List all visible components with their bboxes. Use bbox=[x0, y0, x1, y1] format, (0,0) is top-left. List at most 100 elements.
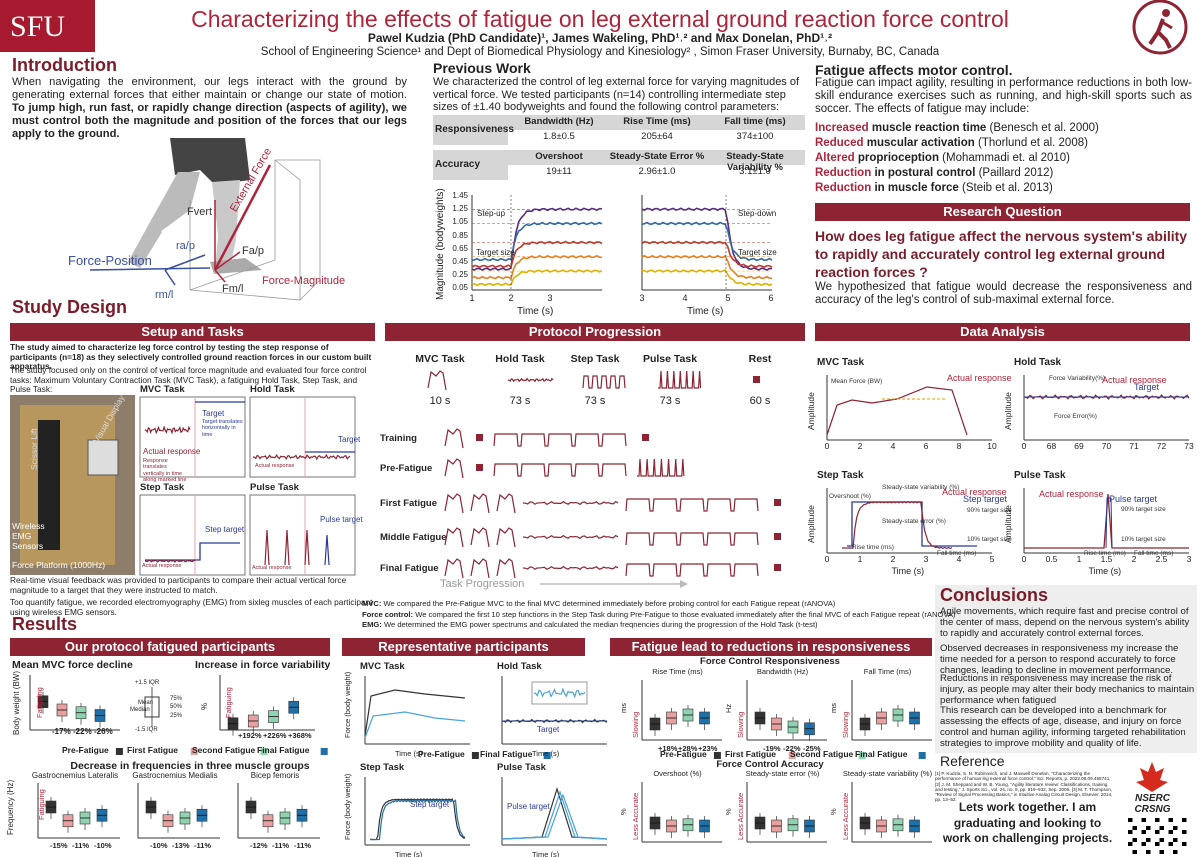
task-duration: 73 s bbox=[659, 395, 681, 407]
muscle-name: Gastrocnemius Lateralis bbox=[31, 771, 119, 780]
table-row-label-bg bbox=[433, 150, 508, 180]
section-heading: Study Design bbox=[12, 297, 128, 317]
photo-frame bbox=[20, 405, 115, 565]
figure-label: Force-Magnitude bbox=[262, 275, 346, 287]
curve bbox=[470, 493, 490, 514]
panel-label: Pulse target bbox=[320, 515, 363, 524]
qr-cell bbox=[1128, 818, 1133, 822]
figure-label: ra/p bbox=[176, 240, 195, 252]
annotation: Fall time (ms) bbox=[937, 550, 977, 557]
photo-display bbox=[87, 439, 119, 476]
curve bbox=[369, 798, 466, 841]
rest-marker bbox=[774, 499, 781, 506]
curve bbox=[470, 558, 490, 579]
table-header: Bandwidth (Hz) bbox=[524, 116, 594, 127]
poster-title: Characterizing the effects of fatigue on… bbox=[191, 6, 1009, 32]
curve bbox=[364, 689, 466, 737]
y-tick-label: 0.25 bbox=[452, 270, 468, 280]
research-question: How does leg fatigue affect the nervous … bbox=[815, 228, 1188, 281]
curve bbox=[144, 425, 191, 435]
annotation: Actual response bbox=[942, 487, 1007, 497]
curve bbox=[641, 269, 773, 287]
x-tick-label: 0 bbox=[1021, 554, 1027, 564]
panel-label: Actual response bbox=[143, 447, 201, 456]
x-tick-label: 70 bbox=[1101, 441, 1112, 451]
conclusion-paragraph: This research can be developed into a be… bbox=[940, 705, 1186, 750]
arrow-head bbox=[680, 580, 688, 588]
y-axis-label: Hz bbox=[724, 703, 733, 713]
x-tick-label: 72 bbox=[1156, 441, 1167, 451]
curve bbox=[471, 221, 603, 262]
x-tick-label: 1 bbox=[469, 293, 475, 303]
panel-label: Actual response bbox=[255, 463, 295, 469]
legend-swatch bbox=[858, 752, 866, 759]
curve bbox=[427, 370, 447, 391]
qr-cell bbox=[1128, 830, 1133, 834]
iqr-label: Median bbox=[130, 707, 150, 713]
legend-label: Final Fatigue bbox=[480, 749, 533, 759]
chart-title: Step Task bbox=[360, 762, 405, 773]
qr-cell bbox=[1173, 826, 1178, 830]
x-tick-label: 2 bbox=[1131, 554, 1137, 564]
curve bbox=[369, 799, 466, 841]
x-tick-label: 2 bbox=[508, 293, 514, 303]
legend-label: Pre-Fatigue bbox=[62, 745, 109, 755]
annotation: Target bbox=[1134, 382, 1160, 392]
x-axis-label: Time (s) bbox=[532, 749, 560, 758]
y-tick-label: 0.05 bbox=[452, 283, 468, 293]
table-cell: 374±100 bbox=[736, 131, 774, 142]
protocol-note: MVC: We compared the Pre-Fatigue MVC to … bbox=[362, 599, 937, 609]
fatigue-effect: Increased muscle reaction time (Benesch … bbox=[815, 122, 1190, 135]
task-name: Hold Task bbox=[495, 353, 545, 365]
curve bbox=[470, 527, 490, 548]
effect-factor: muscular activation bbox=[866, 137, 975, 149]
section-banner: Setup and Tasks bbox=[10, 323, 375, 341]
qr-cell bbox=[1155, 830, 1160, 834]
setup-aim: The study aimed to characterize leg forc… bbox=[10, 342, 372, 372]
change-label: -11% bbox=[194, 841, 212, 850]
change-label: +192% bbox=[238, 731, 262, 740]
chart-title: Force Control Responsiveness bbox=[700, 656, 840, 667]
legend-swatch bbox=[918, 752, 926, 759]
note-label: Force control: bbox=[362, 609, 414, 619]
y-axis-label: Body weight (BW) bbox=[12, 670, 21, 735]
x-tick-label: 71 bbox=[1129, 441, 1139, 451]
muscle-name: Gastrocnemius Medialis bbox=[132, 771, 218, 780]
table-cell: 2.96±1.0 bbox=[638, 166, 676, 177]
logo-head bbox=[1162, 9, 1170, 17]
qr-cell bbox=[1128, 842, 1133, 846]
section-heading: Previous Work bbox=[433, 60, 531, 76]
previous-text: We characterized the control of leg exte… bbox=[433, 76, 800, 114]
annotation: Rise time (ms) bbox=[852, 544, 894, 551]
task-name: Step Task bbox=[570, 353, 620, 365]
qr-cell bbox=[1182, 818, 1187, 822]
x-tick-label: 4 bbox=[682, 293, 688, 303]
figure-label: Force-Position bbox=[68, 253, 152, 268]
x-axis-label: Time (s) bbox=[395, 749, 423, 758]
section-banner: Our protocol fatigued participants bbox=[10, 638, 330, 656]
arrow-label: Slowing bbox=[841, 711, 850, 738]
note-text: We compared the first 10 step functions … bbox=[415, 609, 956, 619]
x-axis-label: Time (s) bbox=[1088, 566, 1122, 576]
panel-title: Pulse Task bbox=[1014, 470, 1066, 481]
task-duration: 73 s bbox=[584, 395, 606, 407]
section-banner: Representative participants bbox=[342, 638, 585, 656]
curve bbox=[637, 458, 685, 477]
photo-person bbox=[38, 420, 60, 550]
x-tick-label: 73 bbox=[1184, 441, 1194, 451]
x-tick-label: 0 bbox=[1021, 441, 1027, 451]
change-label: +23% bbox=[698, 744, 718, 753]
panel-label: Step target bbox=[205, 525, 245, 534]
y-axis-label: Amplitude bbox=[806, 505, 816, 543]
effect-citation: (Paillard 2012) bbox=[978, 167, 1054, 179]
qr-cell bbox=[1173, 850, 1178, 854]
effect-citation: (Steib et al. 2013) bbox=[962, 182, 1053, 194]
y-tick-label: 0.85 bbox=[452, 230, 468, 240]
annotation: Target bbox=[537, 725, 560, 734]
curve bbox=[841, 500, 953, 550]
annotation: Pulse target bbox=[507, 802, 550, 811]
iqr-label: 25% bbox=[170, 713, 183, 719]
x-tick-label: 68 bbox=[1046, 441, 1057, 451]
panel-title: Step Task bbox=[140, 482, 185, 493]
annotation: Actual response bbox=[1039, 489, 1104, 499]
